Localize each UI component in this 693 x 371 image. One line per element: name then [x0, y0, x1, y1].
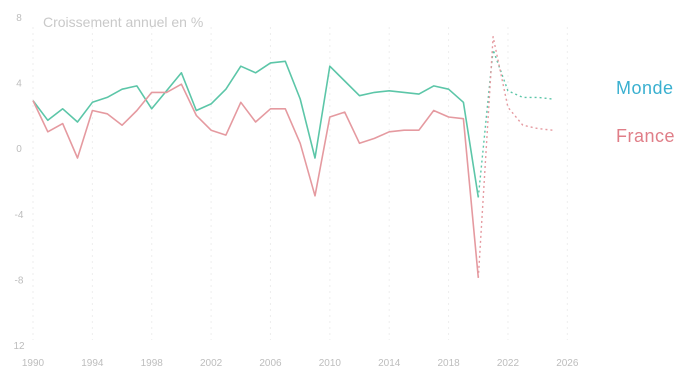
- chart-title: Croissement annuel en %: [43, 14, 203, 30]
- x-tick-label: 2010: [319, 358, 342, 369]
- x-tick-label: 2026: [556, 358, 579, 369]
- y-tick-label: -8: [15, 275, 24, 286]
- y-tick-label: 12: [13, 341, 25, 352]
- x-tick-label: 2002: [200, 358, 223, 369]
- grid: [32, 27, 568, 340]
- x-tick-label: 2018: [437, 358, 460, 369]
- x-tick-label: 2022: [497, 358, 520, 369]
- y-tick-label: -4: [15, 210, 24, 221]
- y-axis: 8 4 0 -4 -8 12: [13, 13, 25, 352]
- series: [32, 36, 553, 278]
- series-forecast-line-france: [477, 36, 553, 278]
- y-tick-label: 4: [16, 79, 22, 90]
- y-tick-label: 0: [16, 144, 22, 155]
- series-line-france: [32, 83, 480, 278]
- x-tick-label: 2006: [259, 358, 282, 369]
- legend-label-france: France: [616, 126, 675, 146]
- series-forecast-line-monde: [477, 49, 553, 198]
- x-tick-label: 1994: [81, 358, 104, 369]
- x-tick-label: 1990: [22, 358, 45, 369]
- legend: Monde France: [616, 78, 675, 146]
- x-tick-label: 1998: [141, 358, 164, 369]
- legend-label-monde: Monde: [616, 78, 674, 98]
- x-tick-label: 2014: [378, 358, 401, 369]
- x-axis: 1990 1994 1998 2002 2006 2010 2014 2018 2022 2026: [22, 358, 579, 369]
- series-line-monde: [32, 60, 480, 198]
- y-tick-label: 8: [16, 13, 22, 24]
